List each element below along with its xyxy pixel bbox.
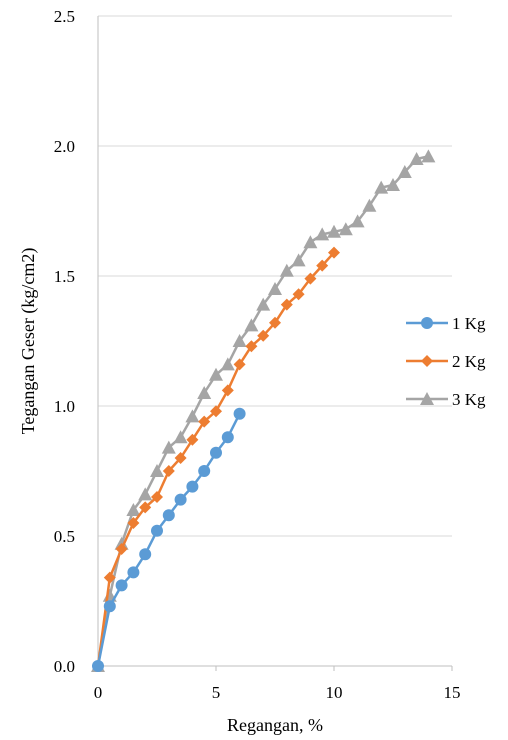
data-point xyxy=(162,465,175,477)
data-point xyxy=(92,660,104,672)
data-point xyxy=(386,178,400,191)
data-point xyxy=(221,431,234,444)
data-point xyxy=(173,430,188,444)
data-point xyxy=(279,263,294,277)
x-tick-label: 0 xyxy=(94,683,103,702)
legend-marker xyxy=(421,355,433,367)
data-point xyxy=(115,579,128,592)
data-point xyxy=(232,334,247,347)
series-3-kg xyxy=(91,149,436,672)
data-point xyxy=(328,246,340,259)
y-tick-label: 1.5 xyxy=(54,267,75,286)
data-point xyxy=(233,358,246,371)
data-point xyxy=(139,501,152,514)
y-tick-labels: 0.0 0.5 1.0 1.5 2.0 2.5 xyxy=(54,7,75,676)
data-point xyxy=(209,367,223,381)
x-tick-labels: 0 5 10 15 xyxy=(94,666,461,702)
data-point xyxy=(244,318,259,332)
y-tick-label: 2.5 xyxy=(54,7,75,26)
x-tick-label: 5 xyxy=(212,683,221,702)
data-point xyxy=(150,464,164,477)
legend-label: 1 Kg xyxy=(452,314,486,333)
data-point xyxy=(303,235,318,249)
data-point xyxy=(174,493,187,506)
y-tick-label: 1.0 xyxy=(54,397,75,416)
series-line xyxy=(96,155,429,667)
y-tick-label: 0.5 xyxy=(54,527,75,546)
x-axis-title: Regangan, % xyxy=(227,715,323,735)
data-point xyxy=(327,224,341,238)
data-point xyxy=(221,384,234,397)
data-point xyxy=(162,509,175,522)
data-point xyxy=(126,503,141,516)
data-point xyxy=(197,386,212,399)
data-point xyxy=(316,259,329,272)
data-point xyxy=(186,480,199,493)
data-point xyxy=(397,165,412,178)
data-point xyxy=(233,407,246,420)
data-point xyxy=(186,433,199,446)
x-tick-label: 15 xyxy=(444,683,461,702)
gridlines xyxy=(98,15,452,537)
data-point xyxy=(151,524,163,537)
data-point xyxy=(139,548,152,561)
legend-label: 3 Kg xyxy=(452,390,486,409)
y-axis-title: Tegangan Geser (kg/cm2) xyxy=(18,248,39,435)
series-layer xyxy=(91,149,436,672)
data-point xyxy=(374,180,389,194)
data-point xyxy=(304,272,317,285)
legend-marker xyxy=(421,317,433,329)
data-point xyxy=(338,222,353,236)
y-tick-label: 0.0 xyxy=(54,657,75,676)
data-point xyxy=(421,149,436,163)
data-point xyxy=(127,517,140,529)
legend: 1 Kg 2 Kg 3 Kg xyxy=(406,314,486,409)
data-point xyxy=(291,253,306,267)
series-2-kg xyxy=(92,246,340,672)
data-point xyxy=(115,543,128,555)
data-point xyxy=(151,491,163,503)
data-point xyxy=(315,227,330,241)
data-point xyxy=(103,600,116,613)
data-point xyxy=(103,571,116,584)
data-point xyxy=(256,297,271,311)
data-point xyxy=(350,214,365,228)
legend-label: 2 Kg xyxy=(452,352,486,371)
data-point xyxy=(210,405,222,418)
data-point xyxy=(198,465,211,477)
data-point xyxy=(269,316,281,329)
y-tick-label: 2.0 xyxy=(54,137,75,156)
data-point xyxy=(127,566,140,579)
data-point xyxy=(198,415,211,428)
data-point xyxy=(210,446,222,459)
series-1-kg xyxy=(92,407,246,672)
data-point xyxy=(268,282,282,295)
data-point xyxy=(280,298,293,311)
data-point xyxy=(409,152,424,165)
data-point xyxy=(138,487,153,501)
data-point xyxy=(185,409,200,423)
legend-marker xyxy=(420,392,434,405)
data-point xyxy=(362,198,377,212)
series-line xyxy=(96,251,335,667)
data-point xyxy=(174,452,187,464)
data-point xyxy=(257,329,270,342)
data-point xyxy=(245,340,258,353)
data-point xyxy=(220,357,235,371)
x-tick-label: 10 xyxy=(326,683,343,702)
data-point xyxy=(292,288,305,301)
data-point xyxy=(161,440,176,454)
